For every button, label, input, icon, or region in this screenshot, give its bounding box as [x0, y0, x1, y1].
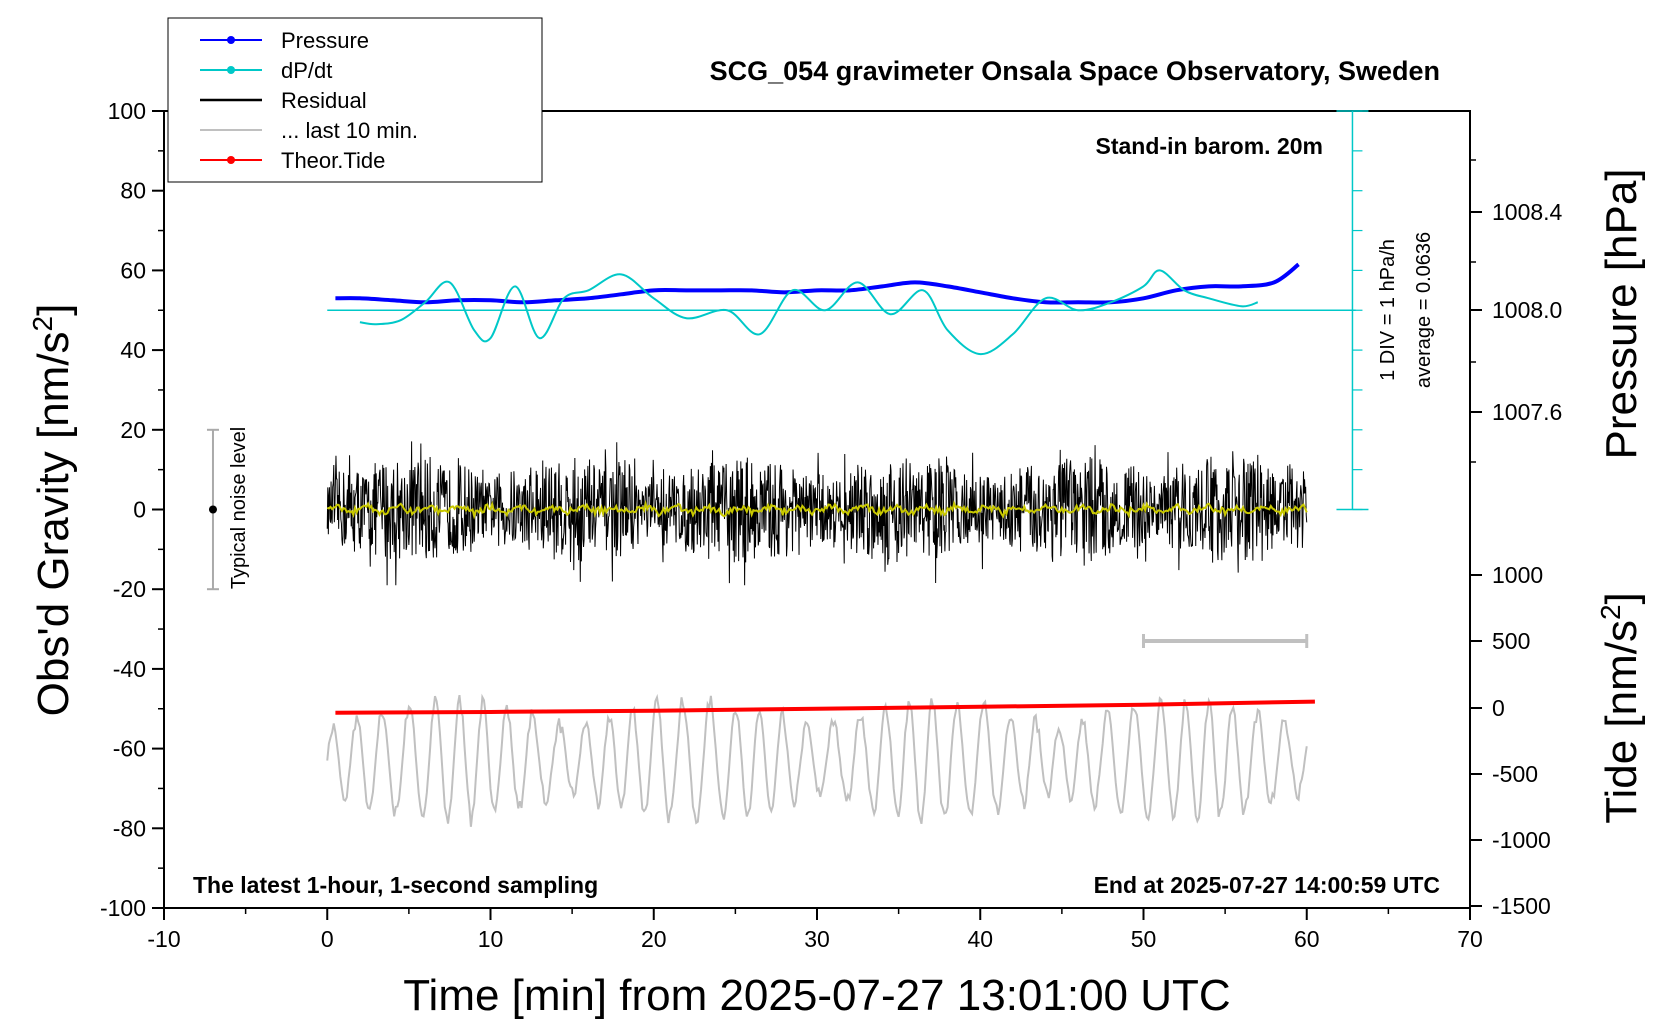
x-tick-label: 40 — [967, 926, 993, 952]
legend-swatch-marker — [227, 156, 235, 164]
tide-tick-label: -500 — [1492, 761, 1538, 787]
legend-swatch-marker — [227, 66, 235, 74]
tide-title-main: Tide [nm/s — [1597, 620, 1646, 824]
y-tick-label: -20 — [113, 576, 146, 602]
pressure-tick-label: 1007.6 — [1492, 399, 1562, 425]
pressure-series — [335, 262, 1300, 305]
legend-label: Pressure — [281, 28, 369, 53]
legend-label: Theor.Tide — [281, 148, 385, 173]
pressure-axis-title: Pressure [hPa] — [1597, 168, 1646, 459]
sampling-note: The latest 1-hour, 1-second sampling — [193, 872, 598, 898]
x-tick-label: 0 — [321, 926, 334, 952]
pressure-line — [335, 262, 1300, 305]
tide-title-close: ] — [1597, 592, 1646, 604]
dpdt-series — [359, 269, 1259, 356]
chart-extras — [206, 110, 1369, 649]
legend-swatch-marker — [227, 36, 235, 44]
legend-label: Residual — [281, 88, 367, 113]
noise-center-dot — [208, 505, 217, 514]
y-tick-label: 20 — [120, 417, 146, 443]
residual-smooth-line — [326, 499, 1308, 520]
y-tick-label: 0 — [133, 497, 146, 523]
noise-level-label: Typical noise level — [228, 427, 250, 589]
x-axis-title: Time [min] from 2025-07-27 13:01:00 UTC — [403, 971, 1230, 1020]
tide-series — [335, 699, 1315, 715]
tide-tick-label: -1500 — [1492, 893, 1551, 919]
x-tick-label: -10 — [147, 926, 180, 952]
pressure-tick-label: 1008.0 — [1492, 297, 1562, 323]
y-tick-label: -60 — [113, 736, 146, 762]
y-tick-label: -80 — [113, 815, 146, 841]
x-tick-label: 70 — [1457, 926, 1483, 952]
x-tick-label: 20 — [641, 926, 667, 952]
dpdt-line — [359, 269, 1259, 356]
legend: Pressure dP/dt Residual ... last 10 min. The… — [167, 17, 543, 183]
tide-tick-label: -1000 — [1492, 827, 1551, 853]
tide-tick-label: 500 — [1492, 628, 1530, 654]
x-tick-label: 50 — [1131, 926, 1157, 952]
x-tick-label: 10 — [478, 926, 504, 952]
tide-tick-label: 0 — [1492, 695, 1505, 721]
stand-in-barometer-note: Stand-in barom. 20m — [1096, 133, 1323, 159]
dpdt-average-label: average = 0.0636 — [1413, 232, 1435, 388]
y-tick-label: 60 — [120, 257, 146, 283]
y-tick-label: 40 — [120, 337, 146, 363]
x-tick-label: 60 — [1294, 926, 1320, 952]
last10-line — [326, 693, 1308, 827]
x-axis-ticks: -10 0 10 20 30 40 50 60 70 — [147, 908, 1483, 952]
chart-title: SCG_054 gravimeter Onsala Space Observat… — [710, 56, 1440, 86]
pressure-axis-ticks: 1008.4 1008.0 1007.6 — [1470, 159, 1563, 463]
dpdt-scale-label: 1 DIV = 1 hPa/h — [1377, 239, 1399, 381]
y-left-title-main: Obs'd Gravity [nm/s — [29, 331, 78, 716]
pressure-tick-label: 1008.4 — [1492, 199, 1563, 225]
y-tick-label: 100 — [108, 98, 146, 124]
y-tick-label: -40 — [113, 656, 146, 682]
residual-line — [326, 441, 1308, 586]
tide-axis-title: Tide [nm/s2] — [1595, 592, 1646, 824]
legend-label: dP/dt — [281, 58, 332, 83]
tide-tick-label: 1000 — [1492, 562, 1543, 588]
y-left-title-sup: 2 — [27, 316, 58, 332]
legend-label: ... last 10 min. — [281, 118, 418, 143]
end-time-note: End at 2025-07-27 14:00:59 UTC — [1094, 872, 1440, 898]
y-left-axis-title: Obs'd Gravity [nm/s2] — [27, 304, 78, 717]
tide-line — [335, 699, 1315, 715]
y-axis-ticks: -100 -80 -60 -40 -20 0 20 40 60 80 100 — [100, 98, 164, 921]
x-tick-label: 30 — [804, 926, 830, 952]
tide-axis-ticks: 1000 500 0 -500 -1000 -1500 — [1470, 562, 1551, 919]
y-tick-label: -100 — [100, 895, 146, 921]
y-tick-label: 80 — [120, 178, 146, 204]
last10-series — [326, 693, 1308, 827]
residual-series — [326, 441, 1308, 586]
tide-title-sup: 2 — [1595, 604, 1626, 620]
y-left-title-close: ] — [29, 304, 78, 316]
